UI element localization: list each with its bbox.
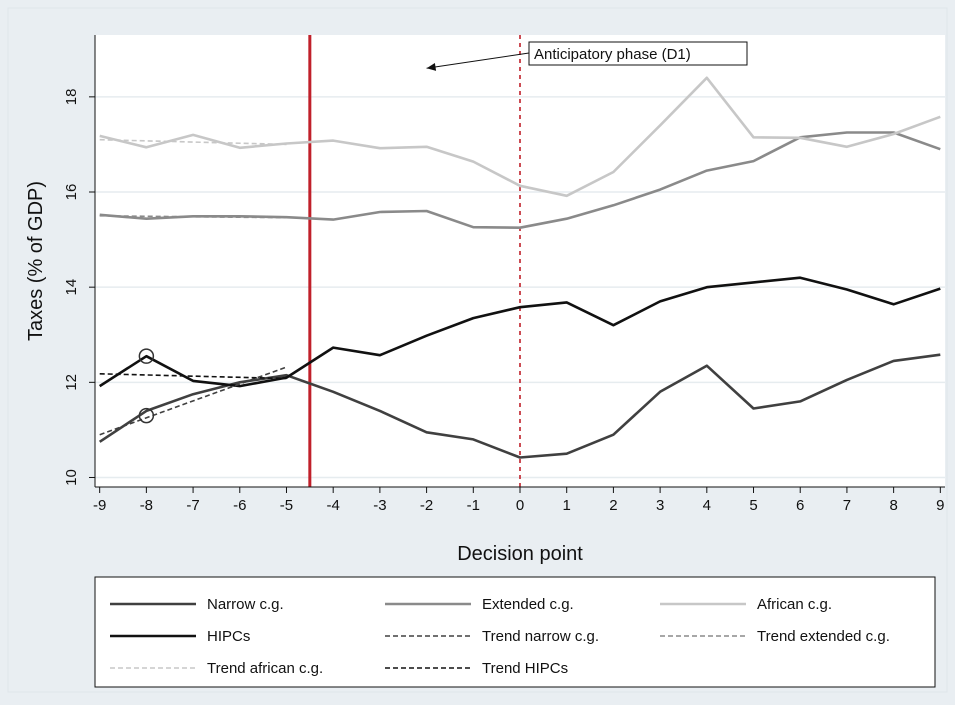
- series-line-hipcs: [98, 276, 941, 388]
- annotation-arrowhead: [426, 63, 437, 71]
- series-line-trend-narrow-c-g: [99, 366, 287, 436]
- x-tick-label: 9: [936, 497, 944, 514]
- x-tick-label: 0: [516, 497, 524, 514]
- legend-label: Narrow c.g.: [207, 596, 284, 613]
- data-markers: [138, 348, 155, 424]
- series-lines: [98, 76, 941, 459]
- series-line-narrow-c-g: [98, 353, 941, 459]
- y-tick-label: 18: [63, 89, 80, 106]
- y-axis-label: Taxes (% of GDP): [25, 181, 47, 341]
- x-tick-label: -3: [373, 497, 386, 514]
- legend-label: Extended c.g.: [482, 596, 574, 613]
- x-tick-label: 5: [749, 497, 757, 514]
- annotation: Anticipatory phase (D1): [426, 41, 748, 71]
- x-tick-label: -6: [233, 497, 246, 514]
- x-tick-label: -4: [327, 497, 340, 514]
- annotation-arrow-line: [426, 52, 530, 69]
- x-tick-label: -1: [467, 497, 480, 514]
- x-tick-label: 8: [889, 497, 897, 514]
- legend-label: African c.g.: [757, 596, 832, 613]
- x-tick-label: 7: [843, 497, 851, 514]
- legend: Narrow c.g. Extended c.g. African c.g. HIPC…: [110, 596, 890, 677]
- x-tick-label: -7: [186, 497, 199, 514]
- annotation-text: Anticipatory phase (D1): [534, 46, 691, 63]
- series-line-trend-african-c-g: [99, 138, 287, 146]
- x-tick-label: 3: [656, 497, 664, 514]
- x-tick-label: 1: [563, 497, 571, 514]
- y-tick-label: 10: [63, 469, 80, 486]
- marker-circle: [138, 407, 155, 424]
- y-tick-label: 14: [63, 279, 80, 296]
- legend-label: Trend extended c.g.: [757, 628, 890, 645]
- x-tick-label: -8: [140, 497, 153, 514]
- chart-frame: [7, 7, 948, 693]
- x-tick-label: 4: [703, 497, 711, 514]
- x-tick-label: -9: [93, 497, 106, 514]
- legend-box: [94, 576, 936, 688]
- series-line-trend-extended-c-g: [99, 215, 287, 219]
- x-axis-label: Decision point: [457, 543, 583, 565]
- y-tick-label: 16: [63, 184, 80, 201]
- x-tick-label: 2: [609, 497, 617, 514]
- series-line-trend-hipcs: [99, 373, 287, 380]
- legend-label: Trend HIPCs: [482, 660, 568, 677]
- marker-circle: [138, 348, 155, 364]
- y-tick-label: 12: [63, 374, 80, 391]
- legend-label: Trend narrow c.g.: [482, 628, 599, 645]
- x-tick-label: -5: [280, 497, 293, 514]
- x-tick-label: -2: [420, 497, 433, 514]
- legend-label: HIPCs: [207, 628, 250, 645]
- legend-label: Trend african c.g.: [207, 660, 323, 677]
- reference-lines: [308, 35, 521, 487]
- x-tick-label: 6: [796, 497, 804, 514]
- series-line-african-c-g: [99, 76, 941, 198]
